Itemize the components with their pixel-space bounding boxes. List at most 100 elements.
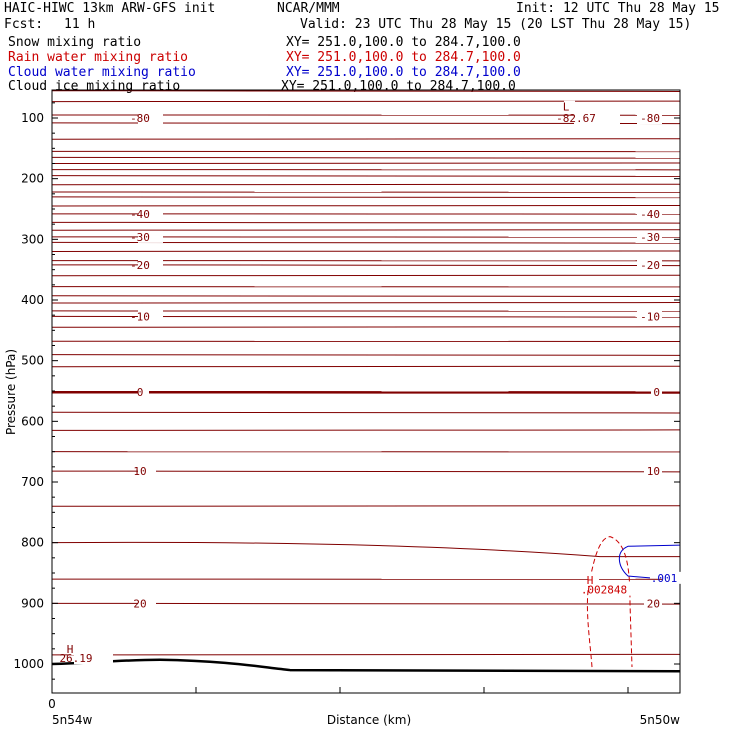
isotherm-line [51, 162, 681, 165]
label-background [637, 230, 662, 243]
low-value: -82.67 [556, 112, 596, 125]
isotherm-line [51, 505, 681, 507]
isotherm-line [51, 183, 681, 186]
label-background [68, 643, 79, 656]
field-name-cloud-water: Cloud water mixing ratio [8, 65, 196, 80]
label-background [637, 310, 662, 323]
isotherm-line [51, 326, 681, 328]
isotherm-label-left: 10 [133, 465, 146, 478]
isotherm-label-right: 0 [653, 386, 660, 399]
label-background [138, 258, 163, 271]
y-tick-label: 800 [21, 536, 44, 550]
isotherm-line [51, 365, 681, 368]
y-tick-label: 500 [21, 354, 44, 368]
isotherm-line [51, 541, 680, 558]
isotherm-label-left: -30 [130, 231, 150, 244]
field-xy-rain: XY= 251.0,100.0 to 284.7,100.0 [286, 50, 521, 65]
field-name-snow: Snow mixing ratio [8, 35, 142, 50]
forecast-hours: 11 h [64, 17, 96, 32]
isotherm-label-left: -40 [130, 208, 150, 221]
isotherm-label-left: -80 [130, 112, 150, 125]
x-origin-label: 0 [48, 697, 56, 711]
isotherm-line [51, 411, 681, 414]
rain-high-marker: H [587, 574, 594, 587]
isotherm-label-left: 0 [137, 386, 144, 399]
label-background [564, 100, 575, 113]
field-xy-snow: XY= 251.0,100.0 to 284.7,100.0 [286, 35, 521, 50]
init-time: Init: 12 UTC Thu 28 May 15 [516, 1, 720, 16]
y-tick-label: 200 [21, 172, 44, 186]
label-background [138, 230, 163, 243]
label-background [138, 465, 156, 478]
isotherm-label-right: -40 [640, 208, 660, 221]
contour-labels: -80 -80 -40 -40 -30 -30 -20 -20 -10 -10 0 0 10 10 20 20… [59, 100, 694, 665]
label-background [602, 583, 655, 596]
label-background [138, 310, 163, 323]
isotherm-line [51, 204, 681, 207]
high-value: 26.19 [59, 652, 92, 665]
org-label: NCAR/MMM [277, 1, 340, 16]
isotherm-label-right: -10 [640, 310, 660, 323]
rain-water-contour [586, 536, 633, 668]
label-background [644, 465, 662, 478]
field-name-rain: Rain water mixing ratio [8, 50, 189, 65]
isotherm-line [51, 221, 681, 224]
label-background [637, 207, 662, 220]
isotherm-line [51, 295, 681, 298]
isotherm-line [51, 90, 681, 92]
cloud-water-label: .001 [651, 572, 678, 585]
forecast-label: Fcst: [4, 17, 44, 32]
isotherm-line [51, 100, 681, 103]
label-background [651, 386, 662, 399]
label-background [588, 573, 599, 586]
isotherm-label-right: -20 [640, 259, 660, 272]
rain-high-value: .002848 [581, 584, 627, 597]
label-background [138, 597, 156, 610]
y-tick-label: 300 [21, 232, 44, 246]
field-xy-cloud-water: XY= 251.0,100.0 to 284.7,100.0 [286, 65, 521, 80]
y-tick-label: 700 [21, 475, 44, 489]
low-marker: L [563, 101, 570, 114]
label-background [138, 386, 149, 399]
label-background [637, 258, 662, 271]
isotherm-line [51, 229, 681, 231]
y-tick-label: 600 [21, 414, 44, 428]
label-background [138, 207, 163, 220]
label-background [574, 112, 620, 124]
high-marker: H [67, 643, 74, 656]
isotherm-label-right: -30 [640, 231, 660, 244]
valid-time: Valid: 23 UTC Thu 28 May 15 (20 LST Thu … [300, 17, 692, 32]
y-tick-label: 100 [21, 111, 44, 125]
isotherm-line [51, 175, 681, 177]
label-background [644, 597, 662, 610]
x-start-label: 5n54w [52, 713, 93, 727]
y-tick-label: 400 [21, 293, 44, 307]
isotherm-line [51, 353, 681, 356]
label-background [74, 652, 113, 665]
isotherm-line [51, 653, 681, 656]
label-background [662, 571, 694, 584]
isotherm-line [51, 156, 681, 159]
isotherm-line [51, 302, 681, 304]
model-title: HAIC-HIWC 13km ARW-GFS init [4, 1, 216, 16]
isotherm-line [51, 196, 681, 199]
isotherm-label-right: 20 [647, 597, 660, 610]
isotherm-label-left: -20 [130, 259, 150, 272]
isotherm-line [51, 274, 681, 277]
isotherm-label-right: -80 [640, 112, 660, 125]
label-background [637, 112, 662, 124]
y-tick-label: 1000 [13, 657, 44, 671]
isotherm-label-right: 10 [647, 465, 660, 478]
label-background [138, 112, 163, 124]
x-axis-title: Distance (km) [327, 713, 411, 727]
isotherm-line [51, 250, 681, 253]
isotherm-line [51, 429, 681, 432]
isotherm-label-left: 20 [133, 597, 146, 610]
cloud-water-contour [618, 544, 681, 579]
surface-terrain-line [51, 658, 681, 673]
y-tick-label: 900 [21, 596, 44, 610]
isotherm-label-left: -10 [130, 310, 150, 323]
isotherm-layer [51, 90, 681, 673]
